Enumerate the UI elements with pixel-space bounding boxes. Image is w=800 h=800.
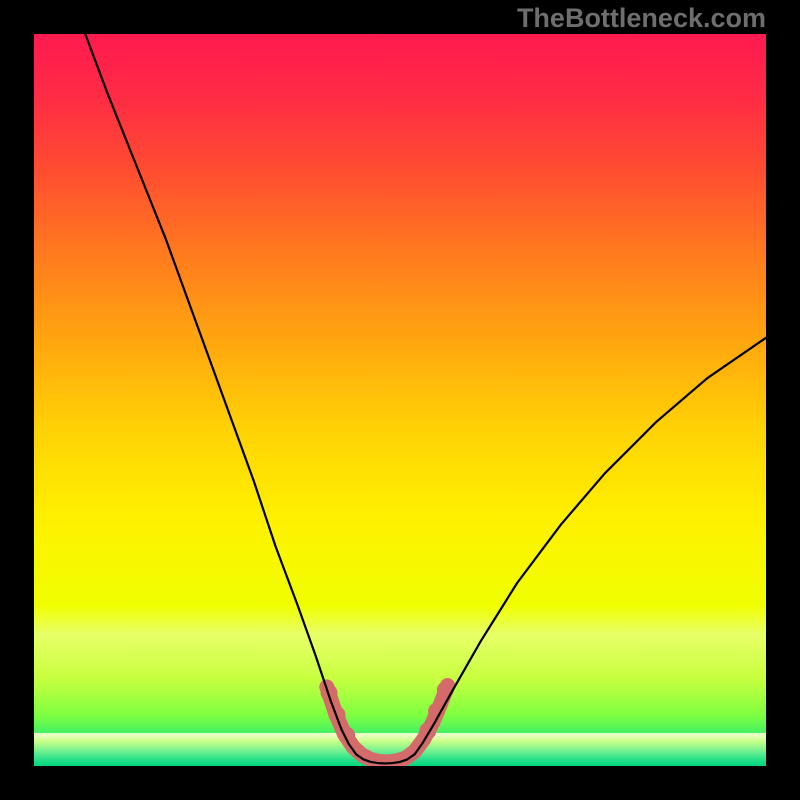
gradient-background bbox=[34, 34, 766, 766]
chart-frame bbox=[766, 0, 800, 800]
highlight-dot bbox=[437, 681, 454, 698]
chart-frame bbox=[0, 0, 34, 800]
bottleneck-chart bbox=[34, 34, 766, 766]
chart-frame bbox=[0, 766, 800, 800]
watermark-text: TheBottleneck.com bbox=[517, 3, 766, 34]
